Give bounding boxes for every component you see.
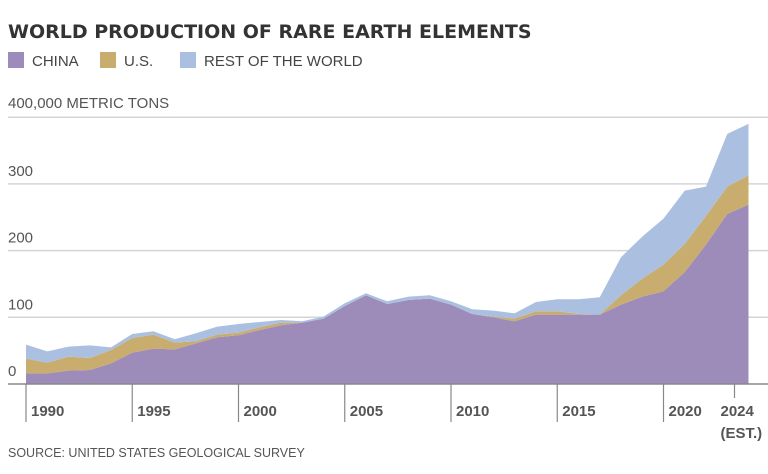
x-tick-label: 2010 [456,403,489,420]
chart-title: WORLD PRODUCTION OF RARE EARTH ELEMENTS [8,21,532,43]
legend-swatch-rest [180,52,196,68]
legend-label-china: CHINA [32,53,79,70]
y-tick-label: 100 [8,296,33,313]
x-tick-label: 1990 [31,403,64,420]
x-tick-label: 2015 [562,403,595,420]
area-rest-of-the-world [26,123,749,363]
y-tick-label: 200 [8,230,33,247]
y-tick-label: 300 [8,163,33,180]
x-tick-label: 2024 [721,403,755,420]
legend-label-rest: REST OF THE WORLD [204,53,363,70]
x-tick-label: 2005 [350,403,383,420]
source-note: SOURCE: UNITED STATES GEOLOGICAL SURVEY [8,446,305,460]
x-tick-sublabel: (EST.) [721,425,763,442]
legend: CHINA U.S. REST OF THE WORLD [8,52,363,70]
area-china [26,204,749,384]
y-tick-label: 0 [8,363,16,380]
legend-swatch-china [8,52,24,68]
x-tick-label: 2000 [244,403,277,420]
y-axis-label: 400,000 METRIC TONS [8,95,169,112]
x-tick-label: 1995 [137,403,170,420]
legend-swatch-us [100,52,116,68]
legend-label-us: U.S. [124,53,153,70]
x-tick-label: 2020 [669,403,702,420]
